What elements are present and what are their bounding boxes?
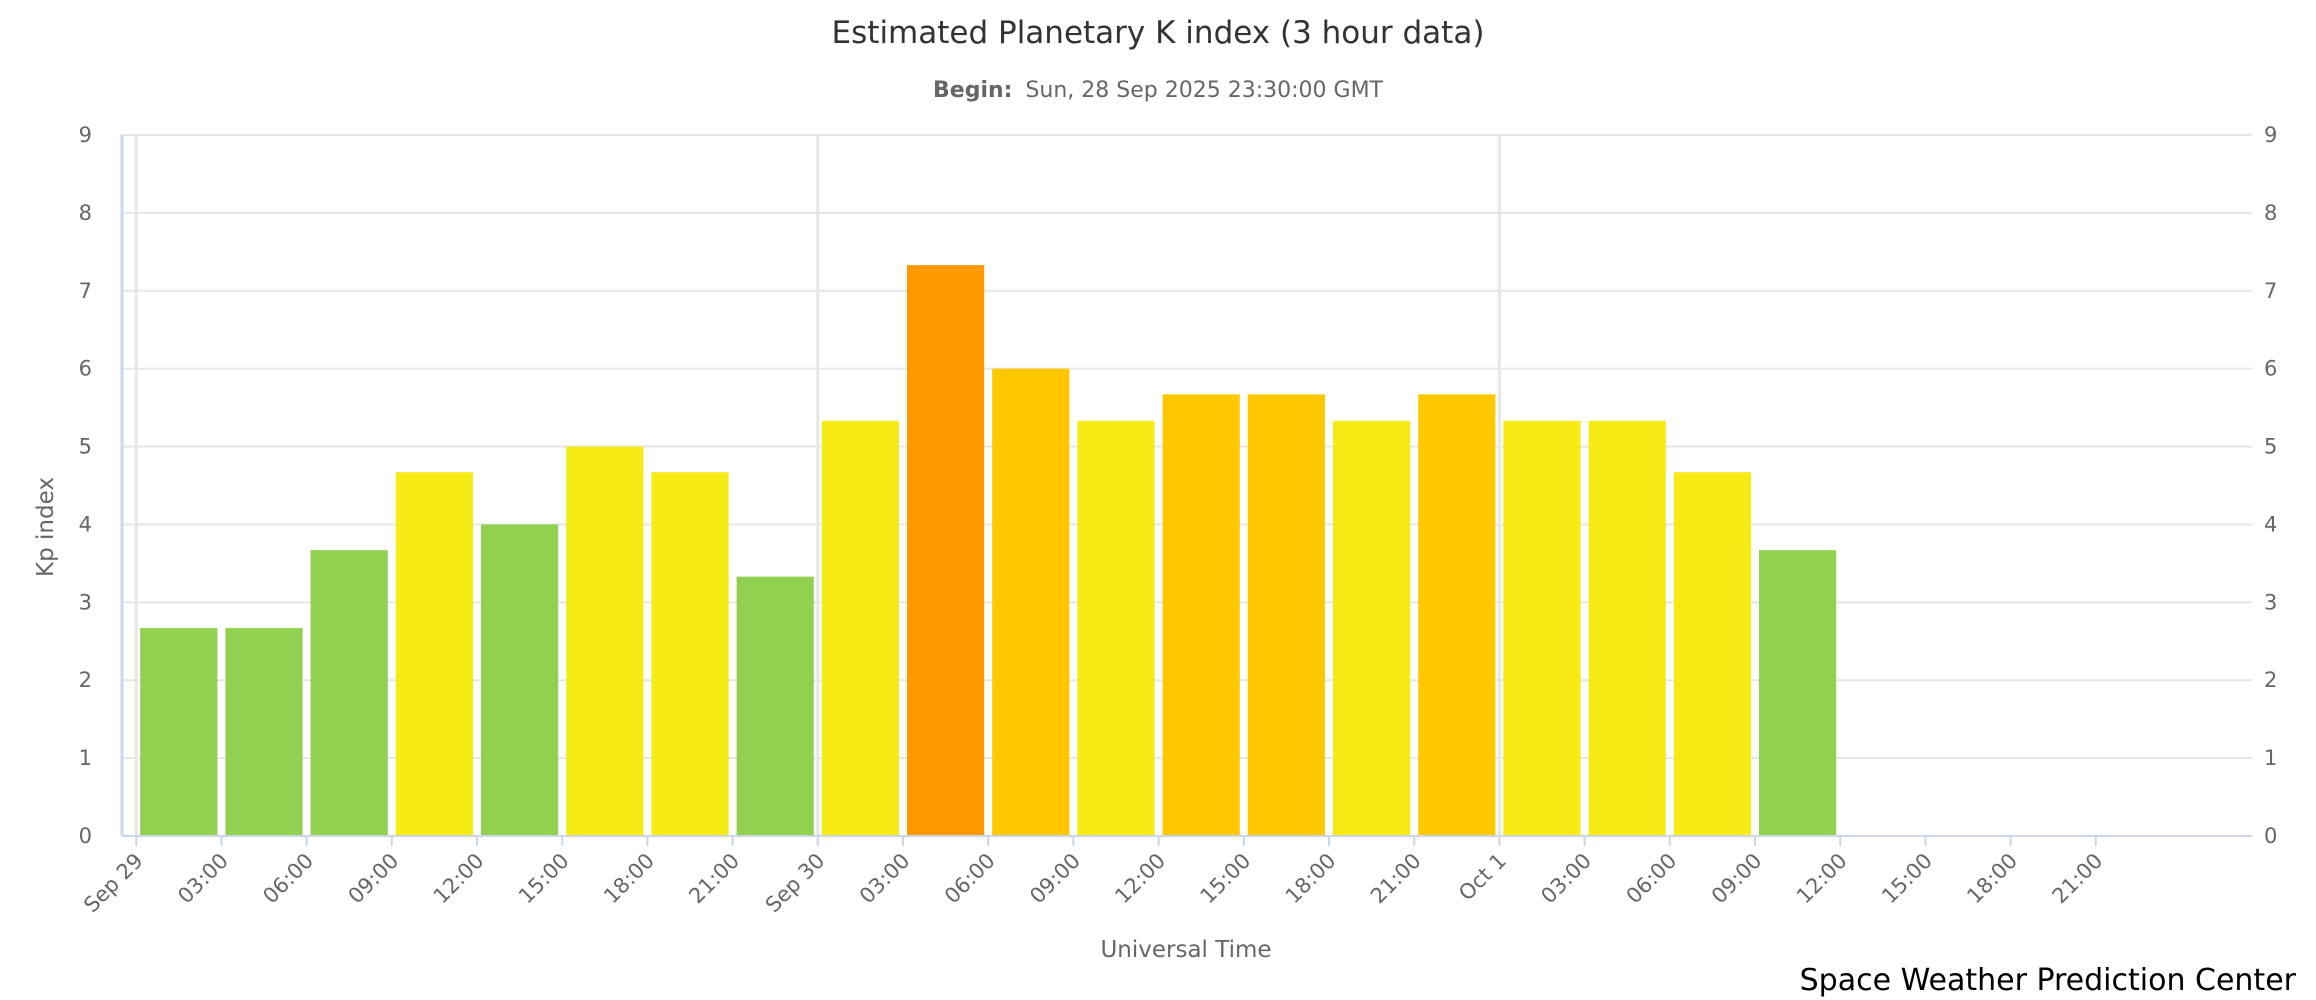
kp-bar	[1588, 420, 1666, 836]
kp-bar	[821, 420, 899, 836]
x-tick-label: 09:00	[344, 849, 404, 909]
kp-bar	[1333, 420, 1411, 836]
x-tick-label: 12:00	[1110, 849, 1170, 909]
y-tick-label-left: 0	[79, 824, 92, 848]
y-tick-label-right: 0	[2264, 824, 2277, 848]
subtitle-label: Begin:	[933, 78, 1012, 103]
x-tick-label: 09:00	[1707, 849, 1767, 909]
x-tick-label: 15:00	[1877, 849, 1937, 909]
x-tick-label: Sep 30	[761, 849, 830, 918]
chart-subtitle: Begin: Sun, 28 Sep 2025 23:30:00 GMT	[933, 78, 1384, 103]
y-tick-label-right: 9	[2264, 123, 2277, 147]
kp-bar	[992, 368, 1070, 836]
x-tick-label: 03:00	[173, 849, 233, 909]
chart-title: Estimated Planetary K index (3 hour data…	[832, 15, 1485, 51]
x-tick-label: 21:00	[1366, 849, 1426, 909]
y-tick-label-right: 3	[2264, 590, 2277, 614]
y-axis-left-ticks: 0 1 2 3 4 5 6 7 8 9	[79, 123, 92, 848]
y-tick-label-left: 7	[79, 279, 92, 303]
kp-bar	[736, 576, 814, 836]
y-tick-label-right: 8	[2264, 201, 2277, 225]
y-tick-label-left: 2	[79, 668, 92, 692]
x-tick-label: 15:00	[1196, 849, 1256, 909]
kp-bar	[1418, 394, 1496, 836]
y-tick-label-left: 8	[79, 201, 92, 225]
kp-bar	[907, 265, 985, 836]
x-axis-ticks: Sep 29 03:00 06:00 09:00 12:00 15:00 18:00 21:0…	[79, 836, 2107, 917]
y-tick-label-left: 5	[79, 435, 92, 459]
x-axis-title: Universal Time	[1100, 937, 1271, 963]
y-tick-label-right: 7	[2264, 279, 2277, 303]
subtitle-value: Sun, 28 Sep 2025 23:30:00 GMT	[1025, 78, 1383, 103]
x-tick-label: 18:00	[599, 849, 659, 909]
y-axis-title: Kp index	[33, 477, 59, 577]
x-tick-label: 06:00	[940, 849, 1000, 909]
kp-bar	[310, 550, 388, 836]
x-tick-label: 09:00	[1025, 849, 1085, 909]
y-tick-label-left: 6	[79, 357, 92, 381]
y-tick-label-right: 2	[2264, 668, 2277, 692]
x-tick-label: 06:00	[258, 849, 318, 909]
kp-bar	[140, 628, 218, 836]
x-tick-label: 03:00	[855, 849, 915, 909]
x-tick-label: 12:00	[429, 849, 489, 909]
kp-bar	[225, 628, 303, 836]
x-tick-label: 12:00	[1792, 849, 1852, 909]
x-tick-label: 18:00	[1962, 849, 2022, 909]
x-tick-label: 03:00	[1536, 849, 1596, 909]
y-tick-label-right: 6	[2264, 357, 2277, 381]
x-tick-label: Sep 29	[79, 849, 148, 918]
x-tick-label: Oct 1	[1454, 849, 1511, 906]
bar-series	[140, 265, 1837, 836]
y-axis-right-ticks: 0 1 2 3 4 5 6 7 8 9	[2264, 123, 2277, 848]
kp-bar	[481, 524, 559, 836]
kp-bar	[1759, 550, 1837, 836]
kp-bar	[566, 446, 644, 836]
kp-bar	[1247, 394, 1325, 836]
credit-text: Space Weather Prediction Center	[1800, 963, 2297, 998]
kp-bar	[651, 472, 729, 836]
y-tick-label-right: 4	[2264, 512, 2277, 536]
kp-bar	[1503, 420, 1581, 836]
y-tick-label-right: 5	[2264, 435, 2277, 459]
y-tick-label-left: 3	[79, 590, 92, 614]
x-tick-label: 21:00	[2048, 849, 2108, 909]
x-tick-label: 15:00	[514, 849, 574, 909]
kp-bar	[1162, 394, 1240, 836]
kp-bar	[395, 472, 473, 836]
x-tick-label: 06:00	[1622, 849, 1682, 909]
y-tick-label-left: 1	[79, 746, 92, 770]
y-tick-label-right: 1	[2264, 746, 2277, 770]
y-tick-label-left: 9	[79, 123, 92, 147]
kp-bar	[1673, 472, 1751, 836]
x-tick-label: 21:00	[684, 849, 744, 909]
y-tick-label-left: 4	[79, 512, 92, 536]
kp-bar	[1077, 420, 1155, 836]
x-tick-label: 18:00	[1281, 849, 1341, 909]
